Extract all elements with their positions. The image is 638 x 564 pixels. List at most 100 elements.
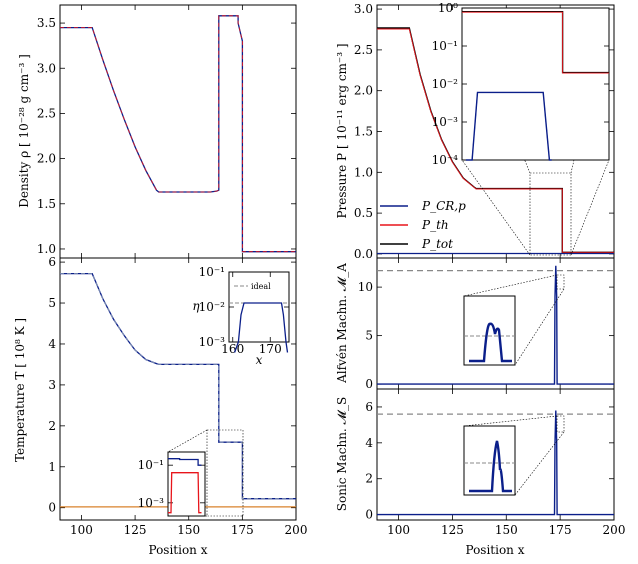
temperature-ylabel: Temperature T [ 10⁸ K ] [13, 318, 27, 462]
y-tick-label: 10 [358, 280, 373, 294]
y-tick-label: 2.5 [37, 106, 56, 120]
x-tick-label: 150 [495, 523, 518, 537]
pressure-inset-cr-dashed [465, 91, 552, 161]
alfven-zoom-box [556, 274, 565, 290]
sonic-zoom-box [556, 415, 565, 433]
y-tick-label: 1.0 [354, 165, 373, 179]
zoom-connector [463, 274, 558, 297]
eta-legend-label: ideal [251, 282, 271, 291]
y-tick-label: 4 [365, 436, 373, 450]
x-tick-label: 160 [221, 342, 244, 356]
y-tick-label: 10⁻¹ [199, 265, 225, 279]
sonic-xlabel: Position x [465, 543, 524, 557]
y-tick-label: 10⁻¹ [138, 458, 164, 472]
y-tick-label: 3.0 [37, 61, 56, 75]
temperature-zoom-blue [168, 458, 202, 466]
zoom-connector [570, 159, 610, 256]
y-tick-label: 0 [365, 377, 373, 391]
density-panel: 1.0 1.5 2.0 2.5 3.0 3.5 Density ρ [ 10⁻²⁸ g c… [17, 4, 297, 259]
y-tick-label: 5 [365, 329, 373, 343]
pressure-thermal-series [377, 28, 614, 253]
eta-inset: 160 170 10⁻³ 10⁻² 10⁻¹ ideal x η [192, 265, 290, 367]
pressure-inset: 10⁻⁴ 10⁻³ 10⁻² 10⁻¹ 10⁰ [432, 1, 610, 167]
alfven-panel: 0 5 10 Alfvén Machn. 𝓜_A [335, 257, 615, 391]
alfven-inset [463, 295, 516, 366]
legend-label-cr: P_CR,p [421, 199, 466, 213]
sonic-inset-frame [463, 425, 516, 496]
zoom-connector [463, 415, 558, 427]
temperature-panel: 100 125 150 175 200 0 1 2 3 4 5 6 Position x Temper… [13, 255, 307, 557]
y-tick-label: 0.0 [354, 247, 373, 261]
y-tick-label: 0 [48, 501, 56, 515]
y-tick-label: 10⁻¹ [432, 39, 458, 53]
y-tick-label: 10⁻⁴ [432, 153, 459, 167]
legend-label-tot: P_tot [421, 237, 453, 251]
y-tick-label: 10⁻³ [138, 496, 165, 510]
density-series-dashed [60, 15, 296, 253]
x-tick-label: 100 [387, 523, 410, 537]
y-tick-label: 2 [365, 472, 373, 486]
y-tick-label: 6 [365, 400, 373, 414]
y-tick-label: 2 [48, 419, 56, 433]
x-tick-label: 200 [285, 523, 308, 537]
y-tick-label: 1.5 [37, 197, 56, 211]
x-tick-label: 175 [549, 523, 572, 537]
alfven-inset-curve [469, 322, 512, 363]
y-tick-label: 10⁻² [199, 300, 226, 314]
x-tick-label: 170 [259, 342, 282, 356]
pressure-ylabel: Pressure P [ 10⁻¹¹ erg cm⁻³ ] [335, 43, 349, 218]
y-tick-label: 10⁰ [438, 1, 458, 15]
sonic-inset [463, 425, 516, 496]
y-tick-label: 2.0 [37, 152, 56, 166]
sonic-inset-curve [469, 440, 512, 493]
alfven-series [377, 265, 614, 385]
sonic-series [377, 410, 614, 516]
zoom-connector [167, 429, 208, 453]
y-tick-label: 5 [48, 296, 56, 310]
temperature-zoom-box [206, 429, 244, 517]
pressure-inset-frame [461, 7, 610, 161]
y-tick-label: 6 [48, 255, 56, 269]
y-tick-label: 1 [48, 460, 56, 474]
alfven-inset-frame [463, 295, 516, 366]
pressure-panel: 0.0 0.5 1.0 1.5 2.0 2.5 3.0 Pressure P [ 10⁻¹¹… [335, 1, 615, 261]
x-tick-label: 125 [124, 523, 147, 537]
y-tick-label: 10⁻³ [432, 115, 459, 129]
zoom-connector [514, 288, 565, 366]
legend-label-th: P_th [421, 218, 449, 232]
pressure-legend: P_CR,p P_th P_tot [380, 199, 466, 251]
sonic-ylabel: Sonic Machn. 𝓜_S [335, 397, 349, 511]
temperature-frame [59, 257, 297, 521]
y-tick-label: 3.0 [354, 2, 373, 16]
eta-xlabel: x [256, 353, 263, 367]
y-tick-label: 0 [365, 508, 373, 522]
eta-series [233, 302, 289, 353]
x-tick-label: 175 [231, 523, 254, 537]
x-tick-label: 100 [70, 523, 93, 537]
temperature-series-dashed [60, 273, 296, 500]
y-tick-label: 3.5 [37, 16, 56, 30]
y-tick-label: 1.0 [37, 242, 56, 256]
temperature-zoom-inset-frame [167, 451, 206, 517]
zoom-connector [461, 159, 531, 256]
y-tick-label: 3 [48, 378, 56, 392]
y-tick-label: 4 [48, 337, 56, 351]
pressure-inset-thermal [462, 11, 609, 74]
x-tick-label: 125 [441, 523, 464, 537]
pressure-zoom-box [529, 172, 572, 256]
y-tick-label: 2.5 [354, 43, 373, 57]
temperature-zoom-red [168, 472, 202, 514]
y-tick-label: 10⁻² [432, 77, 459, 91]
temperature-zoom-inset: 10⁻³ 10⁻¹ [138, 451, 206, 517]
alfven-ylabel: Alfvén Machn. 𝓜_A [335, 263, 349, 384]
y-tick-label: 2.0 [354, 84, 373, 98]
y-tick-label: 0.5 [354, 206, 373, 220]
x-tick-label: 200 [603, 523, 626, 537]
y-tick-label: 1.5 [354, 125, 373, 139]
eta-ylabel: η [192, 299, 200, 313]
x-tick-label: 150 [177, 523, 200, 537]
density-ylabel: Density ρ [ 10⁻²⁸ g cm⁻³ ] [17, 54, 31, 208]
zoom-connector [514, 431, 565, 496]
temperature-xlabel: Position x [148, 543, 207, 557]
